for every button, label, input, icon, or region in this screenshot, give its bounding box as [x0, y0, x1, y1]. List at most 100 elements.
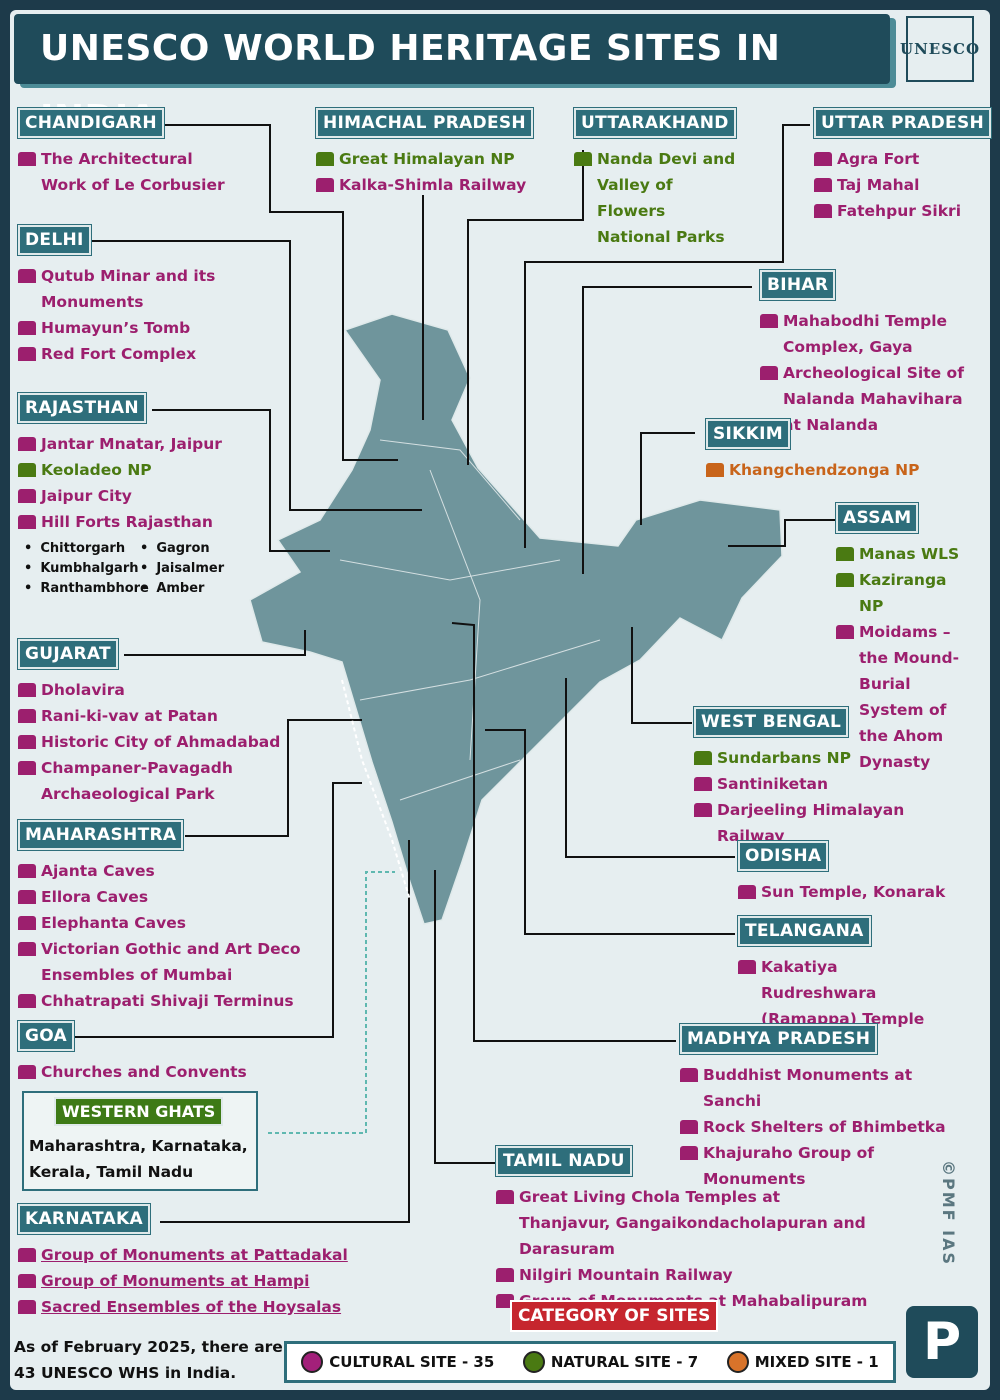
- state-block: ODISHA Sun Temple, Konarak: [738, 841, 978, 905]
- site-icon: [738, 885, 756, 899]
- site: Taj Mahal: [814, 172, 984, 198]
- site-name: Archeological Site of Nalanda Mahavihara…: [783, 364, 964, 434]
- sub-site: Chittorgarh: [24, 539, 140, 559]
- site-name: Mahabodhi Temple Complex, Gaya: [783, 312, 948, 356]
- state-label: GUJARAT: [18, 639, 118, 669]
- state-block: UTTARAKHAND Nanda Devi and Valley of Flow…: [574, 108, 744, 250]
- site-list: Sun Temple, Konarak: [738, 879, 978, 905]
- state-label: UTTARAKHAND: [574, 108, 736, 138]
- site-name: Group of Monuments at Hampi: [41, 1272, 310, 1290]
- site: Sacred Ensembles of the Hoysalas: [18, 1294, 358, 1320]
- state-label: ASSAM: [836, 503, 919, 533]
- state-block: SIKKIM Khangchendzonga NP: [706, 419, 936, 483]
- state-label: HIMACHAL PRADESH: [316, 108, 533, 138]
- state-block: KARNATAKA Group of Monuments at Pattadaka…: [18, 1204, 358, 1320]
- site-list: Kakatiya Rudreshwara (Ramappa) Temple: [738, 954, 953, 1032]
- site: Chhatrapati Shivaji Terminus: [18, 988, 308, 1014]
- site-list: Agra Fort Taj Mahal Fatehpur Sikri: [814, 146, 991, 224]
- site-list: Jantar Mnatar, Jaipur Keoladeo NP Jaipur C…: [18, 431, 278, 535]
- state-block: DELHI Qutub Minar and its Monuments Humayu…: [18, 225, 258, 367]
- site: Kalka-Shimla Railway: [316, 172, 546, 198]
- site: Mahabodhi Temple Complex, Gaya: [760, 308, 975, 360]
- site-icon: [680, 1146, 698, 1160]
- ghats-connector: [268, 871, 395, 1134]
- site-icon: [694, 777, 712, 791]
- state-label: TELANGANA: [738, 916, 871, 946]
- site: Victorian Gothic and Art Deco Ensembles …: [18, 936, 308, 988]
- logo-frame: [906, 16, 974, 82]
- site-icon: [496, 1190, 514, 1204]
- site: Champaner-Pavagadh Archaeological Park: [18, 755, 283, 807]
- state-block: TAMIL NADU Great Living Chola Temples at …: [496, 1146, 876, 1314]
- site: Hill Forts Rajasthan: [18, 509, 278, 535]
- site-icon: [18, 942, 36, 956]
- site-name: Jantar Mnatar, Jaipur: [41, 435, 222, 453]
- state-label: ODISHA: [738, 841, 829, 871]
- site-icon: [18, 916, 36, 930]
- state-block: TELANGANA Kakatiya Rudreshwara (Ramappa) …: [738, 916, 953, 1032]
- site-icon: [694, 751, 712, 765]
- category-title: CATEGORY OF SITES: [510, 1300, 719, 1332]
- site-name: Khajuraho Group of Monuments: [703, 1144, 874, 1188]
- site: Churches and Convents: [18, 1059, 258, 1085]
- site-name: Dholavira: [41, 681, 125, 699]
- site: Historic City of Ahmadabad: [18, 729, 283, 755]
- western-ghats-title: WESTERN GHATS: [54, 1097, 224, 1126]
- sub-site: Jaisalmer: [140, 559, 240, 579]
- site: Rani-ki-vav at Patan: [18, 703, 283, 729]
- site-icon: [18, 437, 36, 451]
- sub-site: Gagron: [140, 539, 240, 559]
- site: Elephanta Caves: [18, 910, 308, 936]
- site-icon: [694, 803, 712, 817]
- site-list: Qutub Minar and its Monuments Humayun’s T…: [18, 263, 258, 367]
- sub-site: Ranthambhore: [24, 579, 149, 599]
- site-icon: [814, 204, 832, 218]
- site: Kaziranga NP: [836, 567, 966, 619]
- site-icon: [18, 1248, 36, 1262]
- state-block: RAJASTHAN Jantar Mnatar, Jaipur Keoladeo N…: [18, 393, 278, 599]
- state-block: HIMACHAL PRADESH Great Himalayan NP Kalka-…: [316, 108, 546, 198]
- site-name: Ajanta Caves: [41, 862, 155, 880]
- site: Sundarbans NP: [694, 745, 974, 771]
- site-icon: [18, 1065, 36, 1079]
- state-label: UTTAR PRADESH: [814, 108, 992, 138]
- india-map: [249, 313, 783, 925]
- site: Jaipur City: [18, 483, 278, 509]
- site-icon: [18, 890, 36, 904]
- site: Agra Fort: [814, 146, 984, 172]
- site-name: Jaipur City: [41, 487, 132, 505]
- connectors: [74, 124, 836, 1223]
- site-icon: [496, 1268, 514, 1282]
- site-name: Kalka-Shimla Railway: [339, 176, 527, 194]
- state-block: ASSAM Manas WLS Kaziranga NP Moidams – the …: [836, 503, 966, 775]
- site: Group of Monuments at Hampi: [18, 1268, 358, 1294]
- site: Dholavira: [18, 677, 283, 703]
- site-name: Ellora Caves: [41, 888, 149, 906]
- site-name: Elephanta Caves: [41, 914, 186, 932]
- site-icon: [316, 152, 334, 166]
- site-name: Sacred Ensembles of the Hoysalas: [41, 1298, 342, 1316]
- site: Great Himalayan NP: [316, 146, 546, 172]
- site-icon: [18, 321, 36, 335]
- site-name: Manas WLS: [859, 545, 960, 563]
- site-icon: [18, 735, 36, 749]
- site-name: Nilgiri Mountain Railway: [519, 1266, 733, 1284]
- site-icon: [18, 489, 36, 503]
- site-name: Darjeeling Himalayan Railway: [717, 801, 905, 845]
- site-icon: [496, 1294, 514, 1308]
- legend-item: MIXED SITE - 1: [726, 1351, 879, 1373]
- state-block: MAHARASHTRA Ajanta Caves Ellora Caves Eleph…: [18, 820, 308, 1014]
- site: Nilgiri Mountain Railway: [496, 1262, 876, 1288]
- state-label: BIHAR: [760, 270, 836, 300]
- site-icon: [836, 625, 854, 639]
- site: Manas WLS: [836, 541, 966, 567]
- site-list: Churches and Convents: [18, 1059, 258, 1085]
- site-icon: [18, 269, 36, 283]
- state-block: CHANDIGARH The Architectural Work of Le C…: [18, 108, 238, 198]
- state-label: RAJASTHAN: [18, 393, 146, 423]
- site-name: Sundarbans NP: [717, 749, 851, 767]
- state-label: SIKKIM: [706, 419, 790, 449]
- site-name: Santiniketan: [717, 775, 829, 793]
- site-icon: [18, 152, 36, 166]
- site-name: Qutub Minar and its Monuments: [41, 267, 216, 311]
